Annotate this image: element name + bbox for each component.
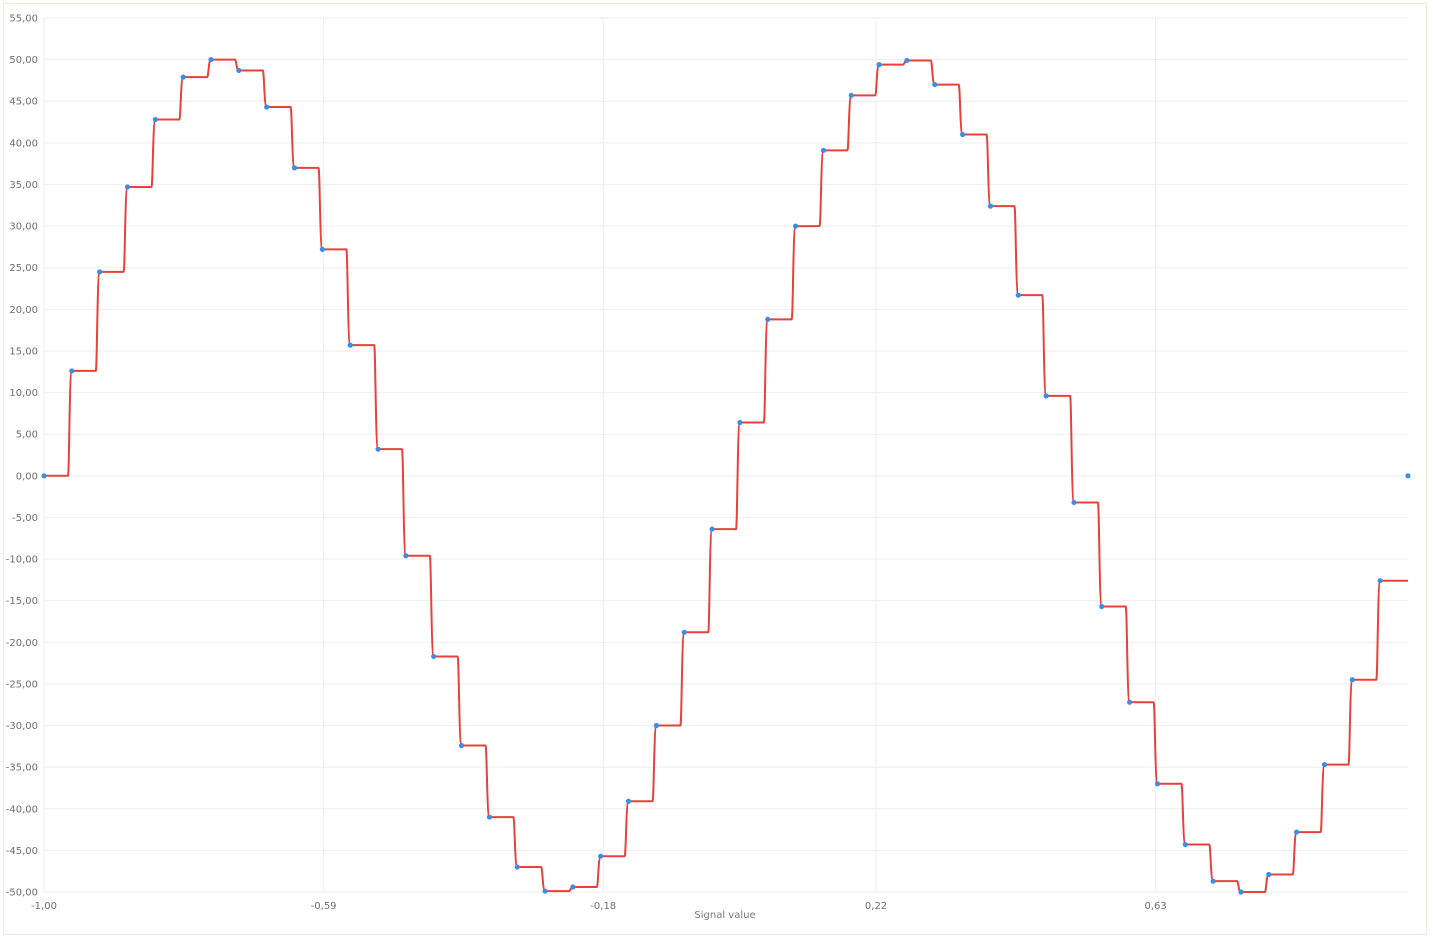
data-point	[97, 269, 103, 275]
x-tick-label: 0,22	[865, 901, 887, 912]
data-point	[932, 81, 938, 88]
data-point	[180, 74, 186, 80]
y-tick-label: 15,00	[9, 346, 38, 357]
x-axis-title: Signal value	[694, 910, 755, 921]
data-point	[69, 368, 75, 374]
x-tick-label: -0,18	[590, 901, 616, 912]
y-tick-label: 10,00	[9, 388, 38, 399]
y-tick-label: 50,00	[9, 55, 38, 66]
data-point	[1210, 878, 1216, 884]
data-point	[1099, 603, 1105, 610]
y-tick-label: 45,00	[9, 97, 38, 108]
data-point	[1154, 781, 1161, 787]
data-point	[1377, 578, 1383, 584]
data-point	[403, 553, 409, 559]
data-point	[208, 57, 214, 63]
y-tick-label: -40,00	[6, 804, 38, 815]
data-point	[41, 473, 47, 479]
y-tick-label: -35,00	[6, 763, 38, 774]
data-point	[681, 629, 687, 635]
data-point	[375, 446, 381, 452]
data-point	[765, 316, 771, 322]
chart-frame	[3, 3, 1427, 935]
y-tick-label: 0,00	[16, 471, 38, 482]
data-point	[486, 814, 493, 820]
y-tick-label: 20,00	[9, 305, 38, 316]
data-point	[319, 246, 325, 253]
x-tick-label: -0,59	[311, 901, 337, 912]
data-point	[347, 342, 353, 348]
y-axis-ticks: 55,00 50,00 45,00 40,00 35,00 30,00 25,00 20,00…	[6, 14, 38, 899]
series-layer	[44, 58, 1408, 893]
data-point	[514, 864, 520, 870]
data-point	[264, 104, 270, 110]
data-point	[625, 798, 632, 804]
y-tick-label: 25,00	[9, 263, 38, 274]
data-point	[709, 526, 715, 532]
y-tick-label: -20,00	[6, 638, 38, 649]
y-tick-label: -25,00	[6, 679, 38, 690]
data-point	[1349, 677, 1355, 683]
data-point	[1043, 393, 1049, 399]
data-point	[570, 884, 576, 890]
y-tick-label: -5,00	[12, 513, 38, 524]
y-tick-label: 5,00	[16, 430, 38, 441]
data-point	[1182, 841, 1188, 848]
y-tick-label: -30,00	[6, 721, 38, 732]
data-point	[959, 131, 966, 138]
data-point	[152, 116, 158, 123]
data-point	[792, 223, 799, 229]
data-point	[904, 57, 910, 64]
x-tick-label: 0,63	[1145, 901, 1167, 912]
data-point	[1294, 829, 1300, 835]
x-axis-ticks: -1,00 -0,59 -0,18 0,22 0,63	[31, 901, 1167, 912]
points-layer	[41, 57, 1411, 895]
data-point	[542, 888, 548, 894]
data-point	[1321, 762, 1328, 768]
data-point	[820, 147, 827, 153]
y-tick-label: -10,00	[6, 555, 38, 566]
data-point	[1071, 499, 1077, 506]
data-point	[876, 62, 882, 68]
data-point	[987, 203, 994, 209]
y-tick-label: -15,00	[6, 596, 38, 607]
y-tick-label: 55,00	[9, 14, 38, 25]
data-point	[1015, 292, 1021, 298]
step-series-line	[44, 58, 1408, 893]
y-tick-label: -50,00	[6, 888, 38, 899]
data-point	[458, 742, 465, 749]
y-tick-label: 35,00	[9, 180, 38, 191]
data-point	[124, 184, 131, 190]
data-point	[236, 67, 242, 74]
data-point	[1405, 473, 1411, 479]
y-tick-label: -45,00	[6, 846, 38, 857]
x-tick-label: -1,00	[31, 901, 57, 912]
data-point	[848, 92, 854, 99]
data-point	[598, 853, 604, 859]
data-point	[1127, 699, 1133, 705]
y-tick-label: 40,00	[9, 138, 38, 149]
data-point	[291, 165, 298, 171]
grid-layer	[43, 17, 1408, 893]
data-point	[737, 419, 743, 426]
data-point	[1238, 889, 1244, 895]
data-point	[431, 653, 437, 660]
data-point	[1266, 871, 1272, 878]
data-point	[653, 722, 660, 729]
y-tick-label: 30,00	[9, 222, 38, 233]
